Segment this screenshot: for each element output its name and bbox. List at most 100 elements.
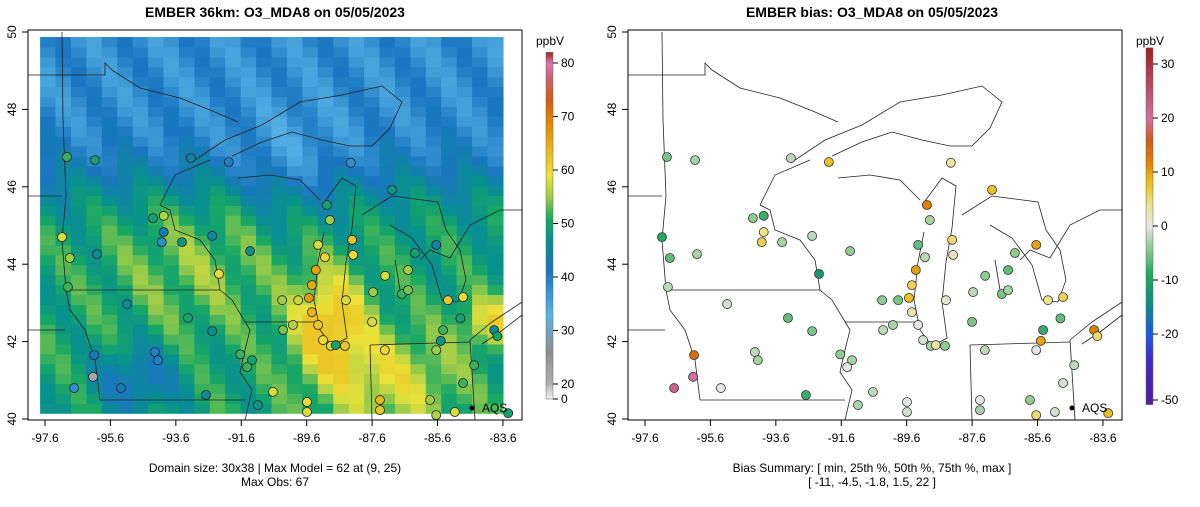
grid-cell — [86, 136, 103, 147]
grid-cell — [348, 136, 365, 147]
grid-cell — [70, 403, 87, 414]
grid-cell — [425, 126, 442, 137]
site-marker — [313, 239, 324, 250]
grid-cell — [86, 195, 103, 206]
grid-cell — [55, 294, 72, 305]
grid-cell — [348, 175, 365, 187]
colorbar-segment — [1146, 323, 1153, 327]
grid-cell — [441, 244, 458, 256]
colorbar-segment — [546, 346, 553, 350]
colorbar-segment — [1146, 282, 1153, 286]
grid-cell — [132, 116, 149, 127]
grid-cell — [286, 353, 303, 365]
grid-cell — [101, 106, 118, 117]
grid-cell — [225, 343, 242, 355]
x-tick-label: -83.6 — [489, 431, 517, 445]
grid-cell — [40, 46, 57, 58]
grid-cell — [317, 304, 334, 315]
grid-cell — [441, 353, 458, 365]
colorbar-segment — [1146, 247, 1153, 251]
grid-cell — [40, 334, 57, 345]
site-marker — [177, 237, 187, 248]
colorbar-segment — [1146, 395, 1153, 398]
grid-cell — [256, 86, 273, 98]
colorbar-segment — [546, 135, 553, 139]
grid-cell — [194, 324, 211, 335]
grid-cell — [487, 284, 504, 296]
colorbar-segment — [1146, 309, 1153, 313]
grid-cell — [425, 76, 442, 88]
grid-cell — [117, 304, 134, 315]
grid-cell — [394, 403, 411, 414]
grid-cell — [317, 185, 334, 197]
colorbar-segment — [546, 306, 553, 310]
grid-cell — [178, 254, 195, 266]
grid-cell — [317, 106, 334, 117]
grid-cell — [55, 175, 72, 187]
grid-cell — [456, 37, 473, 48]
grid-cell — [163, 264, 180, 276]
grid-cell — [163, 86, 180, 98]
grid-cell — [132, 215, 149, 226]
grid-cell — [178, 393, 195, 404]
grid-cell — [348, 274, 365, 286]
grid-cell — [40, 274, 57, 286]
grid-cell — [209, 195, 226, 206]
colorbar-segment — [1146, 390, 1153, 392]
grid-cell — [394, 363, 411, 375]
grid-cell — [394, 294, 411, 305]
grid-cell — [40, 205, 57, 216]
site-marker — [148, 213, 158, 224]
grid-cell — [317, 225, 334, 236]
grid-cell — [101, 185, 118, 197]
grid-cell — [394, 324, 411, 335]
colorbar-units: ppbV — [1136, 34, 1164, 48]
grid-cell — [487, 96, 504, 107]
grid-cell — [456, 106, 473, 117]
site-marker — [277, 295, 288, 306]
grid-cell — [148, 165, 165, 177]
grid-cell — [148, 155, 165, 167]
grid-cell — [132, 403, 149, 414]
grid-cell — [194, 136, 211, 147]
bias-map-panel: EMBER bias: O3_MDA8 on 05/05/2023 -97.6-… — [605, 4, 1179, 489]
grid-cell — [240, 66, 257, 78]
colorbar-segment — [1146, 69, 1153, 73]
grid-cell — [86, 145, 103, 157]
colorbar-segment — [1146, 293, 1153, 297]
grid-cell — [425, 235, 442, 246]
grid-cell — [348, 363, 365, 375]
grid-cell — [425, 274, 442, 286]
border-line — [469, 339, 476, 421]
grid-cell — [410, 373, 427, 385]
grid-cell — [240, 96, 257, 107]
colorbar-segment — [1146, 53, 1153, 57]
grid-cell — [256, 294, 273, 305]
grid-cell — [117, 185, 134, 197]
border-line — [628, 62, 839, 123]
grid-cell — [225, 96, 242, 107]
grid-cell — [132, 37, 149, 48]
colorbar-segment — [1146, 391, 1153, 393]
colorbar-segment — [546, 151, 553, 155]
colorbar-segment — [546, 76, 553, 80]
grid-cell — [117, 86, 134, 98]
border-line — [159, 204, 221, 291]
grid-cell — [240, 175, 257, 187]
grid-cell — [333, 116, 350, 127]
colorbar-tick-label: 30 — [1161, 57, 1175, 71]
grid-cell — [379, 116, 396, 127]
colorbar-segment — [1146, 296, 1153, 300]
grid-cell — [410, 145, 427, 157]
grid-cell — [117, 175, 134, 187]
colorbar-segment — [1146, 285, 1153, 289]
grid-cell — [70, 76, 87, 88]
grid-cell — [441, 254, 458, 266]
grid-cell — [271, 185, 288, 197]
grid-cell — [40, 66, 57, 78]
colorbar-segment — [1146, 128, 1153, 132]
grid-cell — [240, 76, 257, 88]
colorbar-segment — [1146, 74, 1153, 78]
grid-cell — [271, 304, 288, 315]
grid-cell — [40, 383, 57, 394]
